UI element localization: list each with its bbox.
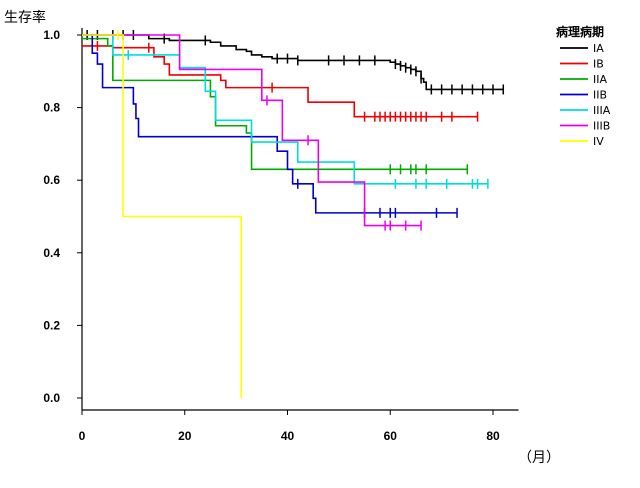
legend-item-ib: IB [560, 58, 604, 71]
legend-title: 病理病期 [556, 24, 604, 39]
legend-label: IIB [593, 89, 607, 102]
series-iiia [82, 34, 489, 189]
y-axis-label: 生存率 [4, 9, 46, 26]
plot-area [82, 30, 505, 398]
legend-label: IV [593, 135, 604, 148]
series-iiib [82, 34, 422, 231]
legend-item-iiia: IIIA [560, 104, 611, 117]
series-iib [82, 34, 458, 218]
legend-label: IB [593, 58, 604, 71]
legend-item-iia: IIA [560, 73, 607, 86]
x-tick-label: 0 [79, 429, 86, 443]
survival-curve-iib [82, 34, 458, 214]
survival-curve-ia [82, 34, 504, 91]
axes: 0.0 0.2 0.4 0.6 0.8 1.0 0 20 40 60 80 [43, 28, 519, 443]
legend-label: IIIA [593, 104, 611, 117]
legend-label: IIA [593, 73, 607, 86]
series-iv [82, 30, 243, 398]
y-tick-label: 1.0 [43, 28, 60, 42]
survival-curve-ib [82, 45, 478, 118]
x-tick-label: 20 [178, 429, 192, 443]
series-iia [82, 37, 469, 175]
legend-item-ia: IA [560, 42, 604, 55]
series-ib [82, 40, 479, 122]
legend: 病理病期 IA IB IIA IIB IIIA IIIB IV [556, 24, 611, 148]
legend-item-iv: IV [560, 135, 604, 148]
survival-curve-iia [82, 37, 468, 171]
legend-item-iiib: IIIB [560, 120, 610, 133]
y-tick-label: 0.8 [43, 101, 60, 115]
legend-label: IIIB [593, 120, 610, 133]
survival-curve-iiia [82, 34, 488, 185]
legend-item-iib: IIB [560, 89, 607, 102]
y-tick-label: 0.6 [43, 173, 60, 187]
x-tick-label: 80 [486, 429, 500, 443]
survival-curve-iv [82, 34, 243, 398]
x-tick-label: 40 [281, 429, 295, 443]
x-axis-unit-label: （月） [518, 450, 560, 466]
y-tick-label: 0.0 [43, 391, 60, 405]
x-tick-label: 60 [384, 429, 398, 443]
legend-label: IA [593, 42, 604, 55]
y-tick-label: 0.4 [43, 246, 60, 260]
y-tick-label: 0.2 [43, 318, 60, 332]
survival-curve-iiib [82, 34, 422, 227]
series-ia [82, 30, 505, 95]
